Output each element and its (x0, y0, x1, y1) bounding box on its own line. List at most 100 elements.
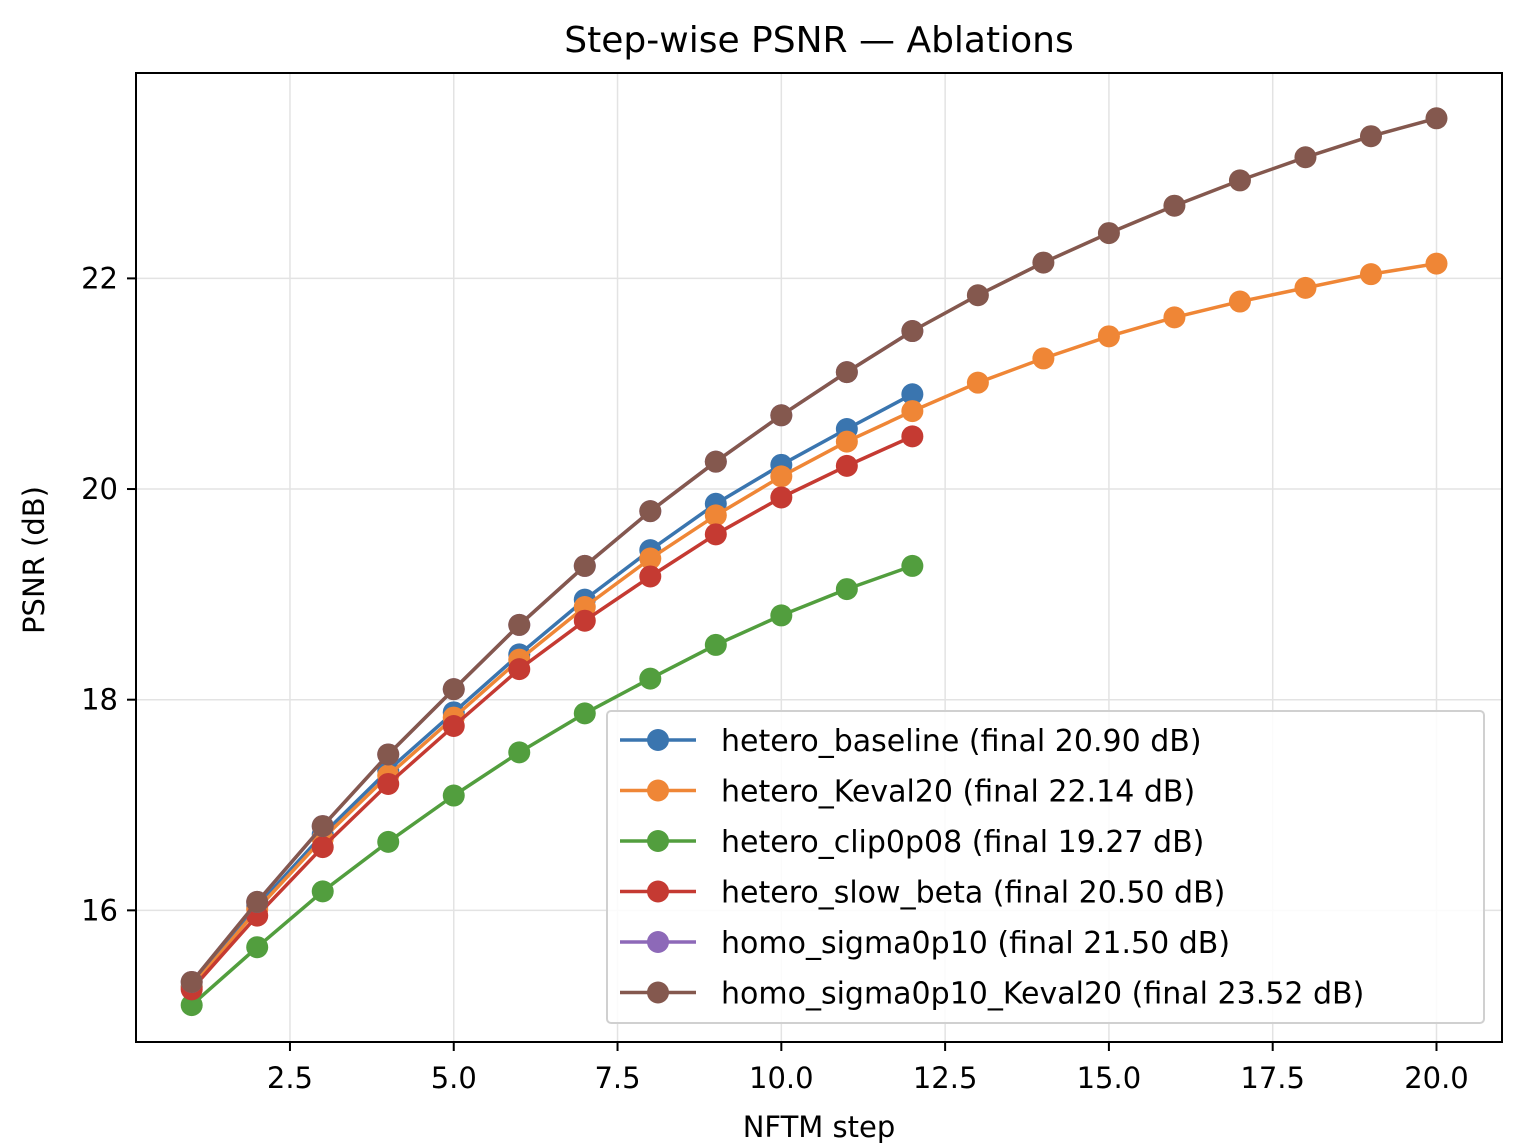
series-line (190, 434, 914, 991)
legend-label: homo_sigma0p10 (final 21.50 dB) (721, 926, 1230, 961)
data-point (639, 667, 662, 690)
data-point (966, 284, 989, 307)
data-point (1228, 169, 1251, 192)
data-point (442, 678, 465, 701)
legend-box (606, 710, 1485, 1024)
data-point (377, 830, 400, 853)
data-point (770, 404, 793, 427)
legend: hetero_baseline (final 20.90 dB) hetero_K… (606, 710, 1485, 1024)
x-axis-label: NFTM step (743, 1110, 896, 1144)
series-line (190, 116, 1437, 984)
data-point (704, 504, 727, 527)
series-line (190, 564, 913, 1007)
data-point (508, 741, 531, 764)
data-point (704, 523, 727, 546)
data-point (770, 486, 793, 509)
data-point (901, 320, 924, 343)
data-point (311, 815, 334, 838)
data-point (1032, 251, 1055, 274)
x-tick-label: 5.0 (431, 1061, 477, 1095)
x-tick-label: 2.5 (267, 1061, 313, 1095)
data-point (508, 613, 531, 636)
x-tick-label: 7.5 (594, 1061, 640, 1095)
legend-label: hetero_slow_beta (final 20.50 dB) (721, 876, 1225, 911)
legend-item: hetero_clip0p08 (final 19.27 dB) (620, 825, 1204, 860)
legend-item: hetero_slow_beta (final 20.50 dB) (620, 876, 1225, 911)
data-point (573, 702, 596, 725)
legend-item: homo_sigma0p10_Keval20 (final 23.52 dB) (620, 977, 1364, 1012)
x-tick-label: 12.5 (913, 1061, 978, 1095)
legend-marker (647, 830, 669, 852)
data-point (901, 383, 924, 406)
legend-item: homo_sigma0p10 (final 21.50 dB) (620, 926, 1230, 961)
legend-label: homo_sigma0p10_Keval20 (final 23.52 dB) (721, 977, 1364, 1012)
legend-marker (647, 880, 669, 903)
data-point (1163, 194, 1186, 217)
data-point (573, 554, 596, 577)
y-tick-label: 20 (81, 472, 118, 506)
data-point (901, 400, 924, 423)
legend-marker (647, 779, 669, 802)
data-point (573, 609, 596, 632)
grid (136, 73, 1502, 1042)
data-point (442, 784, 465, 807)
x-tick-label: 10.0 (749, 1061, 814, 1095)
data-point (1097, 325, 1120, 348)
series-layer (180, 107, 1448, 1017)
data-point (966, 371, 989, 394)
data-point (1425, 107, 1448, 130)
data-point (246, 890, 269, 913)
data-point (1294, 146, 1317, 169)
data-point (442, 715, 465, 738)
legend-marker (647, 931, 669, 953)
data-point (508, 658, 531, 681)
data-point (901, 425, 924, 448)
data-point (835, 578, 858, 601)
data-point (1425, 252, 1448, 275)
legend-item: hetero_baseline (final 20.90 dB) (620, 724, 1202, 759)
data-point (1359, 125, 1382, 148)
y-tick-label: 18 (81, 683, 118, 717)
data-point (311, 880, 334, 903)
series-2 (180, 554, 924, 1017)
series-line (190, 261, 1437, 989)
data-point (180, 994, 203, 1017)
data-point (246, 936, 269, 959)
data-point (704, 633, 727, 656)
data-point (311, 836, 334, 859)
y-axis: 16 18 20 22 (81, 261, 136, 927)
legend-marker (647, 981, 669, 1004)
x-tick-label: 20.0 (1404, 1061, 1469, 1095)
data-point (639, 547, 662, 570)
data-point (835, 361, 858, 384)
y-tick-label: 16 (81, 893, 118, 927)
data-point (1163, 306, 1186, 329)
data-point (639, 500, 662, 523)
legend-marker (647, 729, 669, 751)
x-tick-label: 15.0 (1077, 1061, 1142, 1095)
plot-frame (135, 72, 1503, 1043)
data-point (770, 604, 793, 627)
data-point (901, 554, 924, 577)
data-point (835, 454, 858, 477)
x-tick-label: 17.5 (1240, 1061, 1305, 1095)
data-point (1032, 347, 1055, 370)
data-point (377, 772, 400, 795)
legend-label: hetero_Keval20 (final 22.14 dB) (721, 775, 1195, 810)
data-point (1097, 222, 1120, 245)
chart-title: Step-wise PSNR — Ablations (564, 20, 1073, 61)
data-point (1359, 263, 1382, 286)
legend-label: hetero_clip0p08 (final 19.27 dB) (721, 825, 1204, 860)
legend-item: hetero_Keval20 (final 22.14 dB) (620, 775, 1195, 810)
data-point (639, 565, 662, 588)
data-point (1228, 290, 1251, 313)
x-axis: 2.5 5.0 7.5 10.0 12.5 15.0 17.5 20.0 (267, 1042, 1469, 1095)
data-point (835, 430, 858, 453)
data-point (377, 743, 400, 766)
series-5 (180, 107, 1448, 993)
data-point (1294, 276, 1317, 299)
data-point (704, 450, 727, 473)
legend-label: hetero_baseline (final 20.90 dB) (721, 724, 1202, 759)
y-tick-label: 22 (81, 261, 118, 295)
